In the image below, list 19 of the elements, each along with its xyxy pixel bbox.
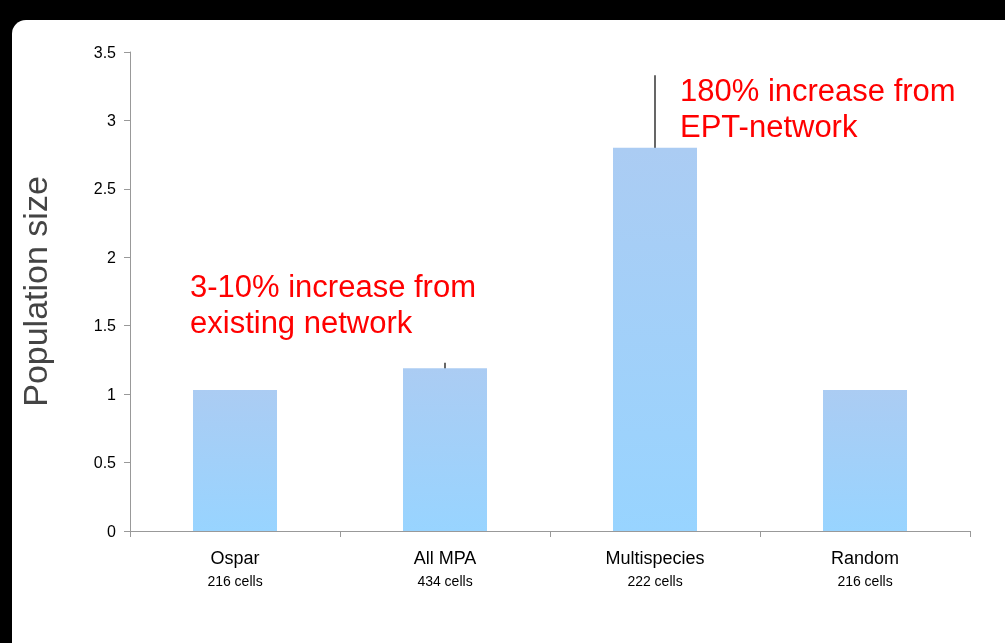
y-tick-label: 0.5 [93, 454, 117, 472]
annotation: 180% increase from EPT-network [680, 72, 956, 144]
bar [823, 390, 907, 531]
x-tick-label: Multispecies 222 cells [605, 548, 705, 589]
y-tick-label: 2.5 [93, 180, 117, 198]
bar [193, 390, 277, 531]
y-axis-title: Population size [16, 176, 54, 407]
y-tick-label: 3 [107, 111, 117, 129]
x-tick-label: Random 216 cells [830, 548, 900, 589]
y-tick-label: 3.5 [93, 43, 117, 61]
y-tick-label: 1.5 [93, 317, 117, 335]
bar [613, 147, 697, 531]
y-tick-label: 0 [107, 522, 117, 540]
y-tick-label: 2 [107, 248, 117, 266]
y-tick-label: 1 [107, 385, 117, 403]
bar [403, 368, 487, 531]
annotation: 3-10% increase from existing network [190, 268, 477, 340]
x-tick-label: Ospar 216 cells [207, 548, 263, 589]
x-tick-label: All MPA 434 cells [413, 548, 477, 589]
